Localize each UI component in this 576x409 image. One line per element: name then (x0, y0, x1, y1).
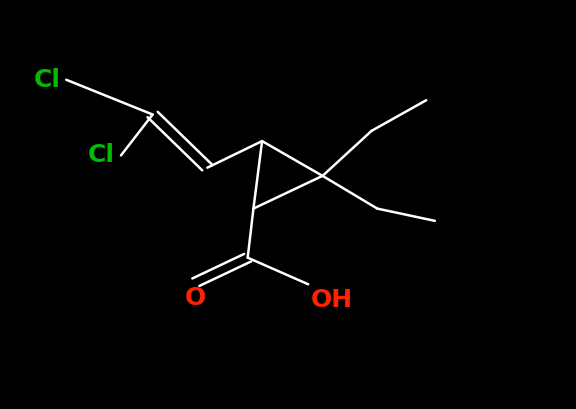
Text: OH: OH (311, 288, 353, 312)
Text: Cl: Cl (33, 68, 60, 92)
Text: O: O (185, 286, 206, 310)
Text: Cl: Cl (88, 144, 115, 167)
